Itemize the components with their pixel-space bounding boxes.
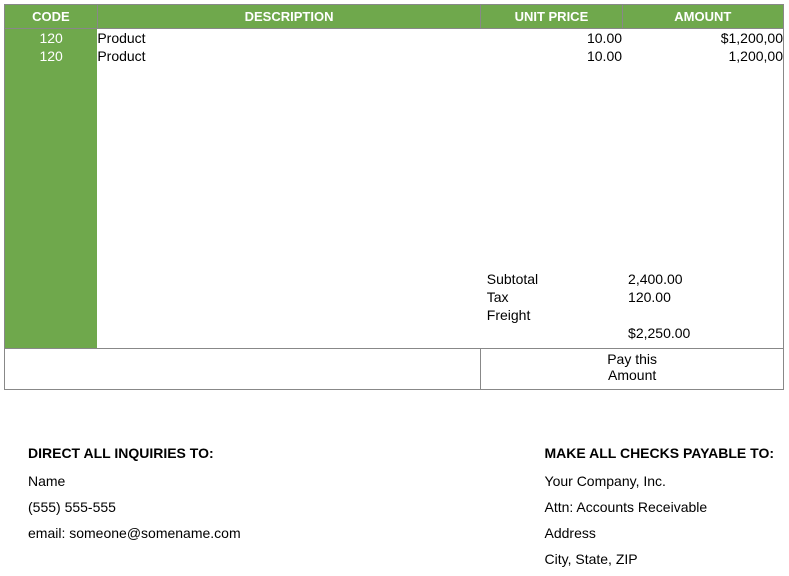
payable-attn: Attn: Accounts Receivable [545, 494, 774, 520]
payable-address: Address [545, 520, 774, 546]
header-description: DESCRIPTION [97, 5, 480, 29]
paybox-line1: Pay this [481, 351, 783, 367]
unit-price-column: 10.00 10.00 Subtotal Tax Freight [481, 29, 622, 349]
payable-company: Your Company, Inc. [545, 468, 774, 494]
subtotal-label: Subtotal [487, 270, 538, 288]
invoice-table: CODE DESCRIPTION UNIT PRICE AMOUNT 120 1… [4, 4, 784, 390]
inquiries-name: Name [28, 468, 241, 494]
unit-price-value: 10.00 [481, 29, 622, 47]
payable-csz: City, State, ZIP [545, 546, 774, 572]
paybox-line2: Amount [481, 367, 783, 383]
header-unit-price: UNIT PRICE [481, 5, 622, 29]
header-code: CODE [5, 5, 98, 29]
inquiries-email: email: someone@somename.com [28, 520, 241, 546]
summary-labels: Subtotal Tax Freight [481, 270, 538, 342]
total-value: $2,250.00 [628, 324, 690, 342]
code-value: 120 [5, 47, 97, 65]
inquiries-phone: (555) 555-555 [28, 494, 241, 520]
payable-block: MAKE ALL CHECKS PAYABLE TO: Your Company… [545, 440, 774, 572]
amount-value: $1,200,00 [622, 29, 783, 47]
description-value: Product [97, 47, 480, 65]
table-header-row: CODE DESCRIPTION UNIT PRICE AMOUNT [5, 5, 784, 29]
unit-price-value: 10.00 [481, 47, 622, 65]
pay-this-amount-box: Pay this Amount [481, 349, 784, 390]
freight-label: Freight [487, 306, 538, 324]
code-value: 120 [5, 29, 97, 47]
freight-value [628, 306, 690, 324]
paybox-row: Pay this Amount [5, 349, 784, 390]
footer: DIRECT ALL INQUIRIES TO: Name (555) 555-… [4, 440, 784, 572]
code-column: 120 120 [5, 29, 98, 349]
tax-label: Tax [487, 288, 538, 306]
table-body-row: 120 120 Product Product 10.00 10.00 Subt… [5, 29, 784, 349]
amount-column: $1,200,00 1,200,00 2,400.00 120.00 $2,25… [622, 29, 783, 349]
amount-value: 1,200,00 [622, 47, 783, 65]
description-column: Product Product [97, 29, 480, 349]
summary-values: 2,400.00 120.00 $2,250.00 [622, 270, 690, 342]
inquiries-heading: DIRECT ALL INQUIRIES TO: [28, 440, 241, 466]
payable-heading: MAKE ALL CHECKS PAYABLE TO: [545, 440, 774, 466]
inquiries-block: DIRECT ALL INQUIRIES TO: Name (555) 555-… [28, 440, 241, 572]
header-amount: AMOUNT [622, 5, 783, 29]
subtotal-value: 2,400.00 [628, 270, 690, 288]
description-value: Product [97, 29, 480, 47]
tax-value: 120.00 [628, 288, 690, 306]
